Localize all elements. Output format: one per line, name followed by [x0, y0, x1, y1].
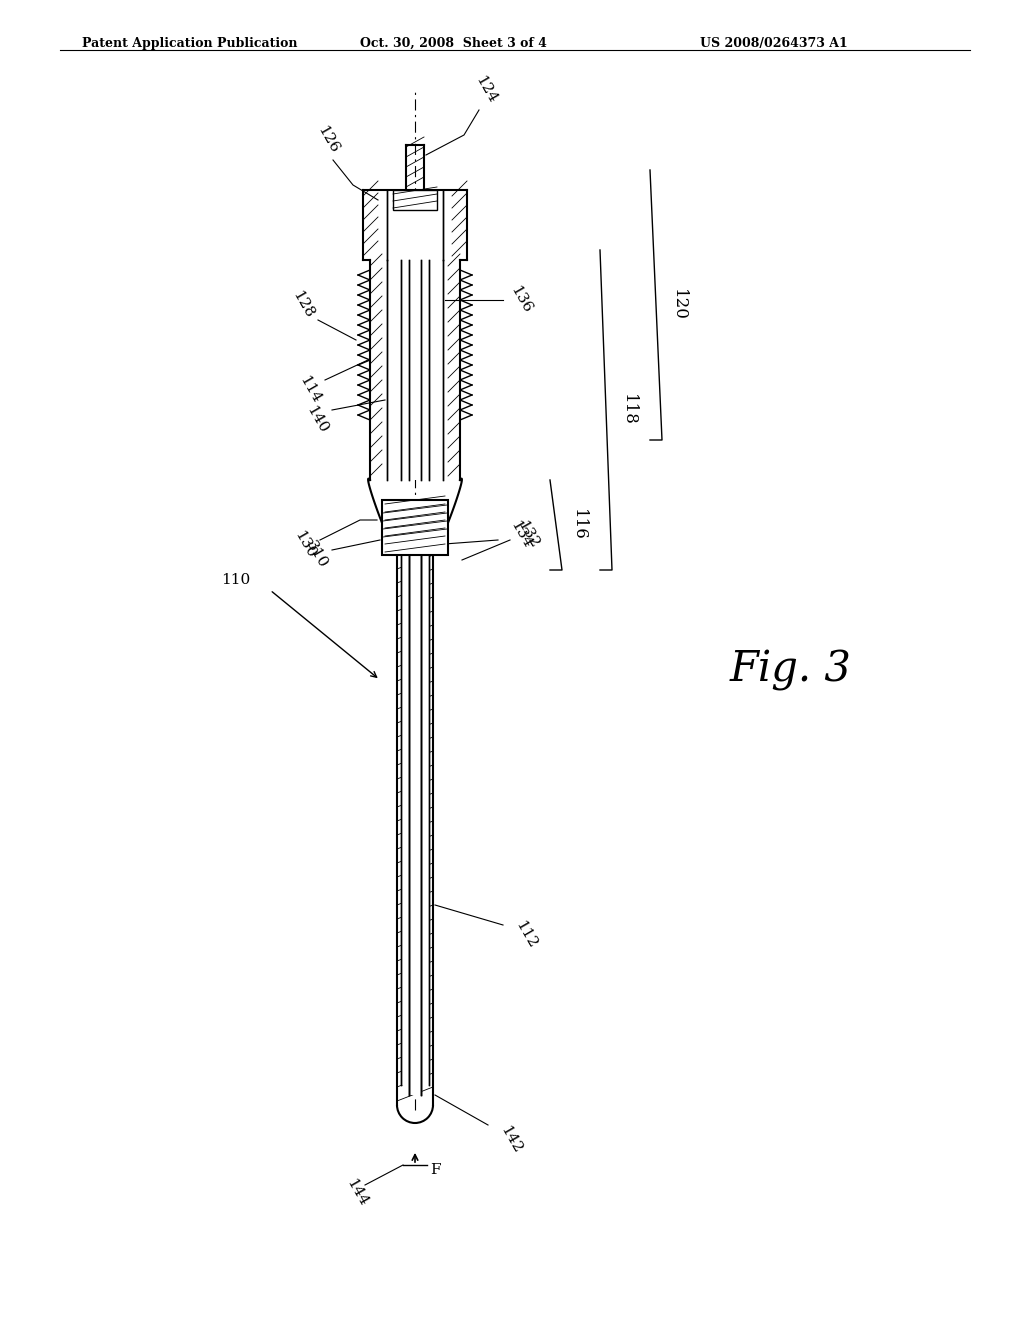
Text: F: F: [430, 1163, 440, 1177]
Text: 110: 110: [221, 573, 250, 587]
Text: 114: 114: [297, 374, 324, 407]
Text: 132: 132: [515, 519, 542, 552]
Text: 116: 116: [570, 510, 587, 541]
Text: 130: 130: [292, 529, 318, 561]
Text: Patent Application Publication: Patent Application Publication: [82, 37, 298, 50]
Bar: [409, 260, 421, 480]
Text: 144: 144: [344, 1177, 371, 1209]
Bar: [401, 550, 429, 1085]
Bar: [382, 500, 449, 554]
Bar: [383, 506, 447, 540]
Text: 126: 126: [314, 124, 341, 156]
Text: Fig. 3: Fig. 3: [730, 649, 852, 690]
Text: Oct. 30, 2008  Sheet 3 of 4: Oct. 30, 2008 Sheet 3 of 4: [360, 37, 547, 50]
Bar: [387, 260, 443, 480]
Text: 142: 142: [498, 1123, 524, 1156]
Text: 134: 134: [508, 519, 535, 552]
Text: 136: 136: [508, 284, 535, 315]
Text: 140: 140: [304, 404, 331, 436]
Bar: [393, 190, 437, 210]
Bar: [409, 550, 421, 1096]
Bar: [387, 190, 443, 260]
Text: 120: 120: [670, 289, 687, 321]
Text: 128: 128: [290, 289, 316, 321]
Text: US 2008/0264373 A1: US 2008/0264373 A1: [700, 37, 848, 50]
Text: 118: 118: [620, 395, 637, 426]
Text: 124: 124: [473, 74, 500, 106]
Text: 310: 310: [304, 539, 331, 572]
Text: 112: 112: [513, 919, 540, 952]
